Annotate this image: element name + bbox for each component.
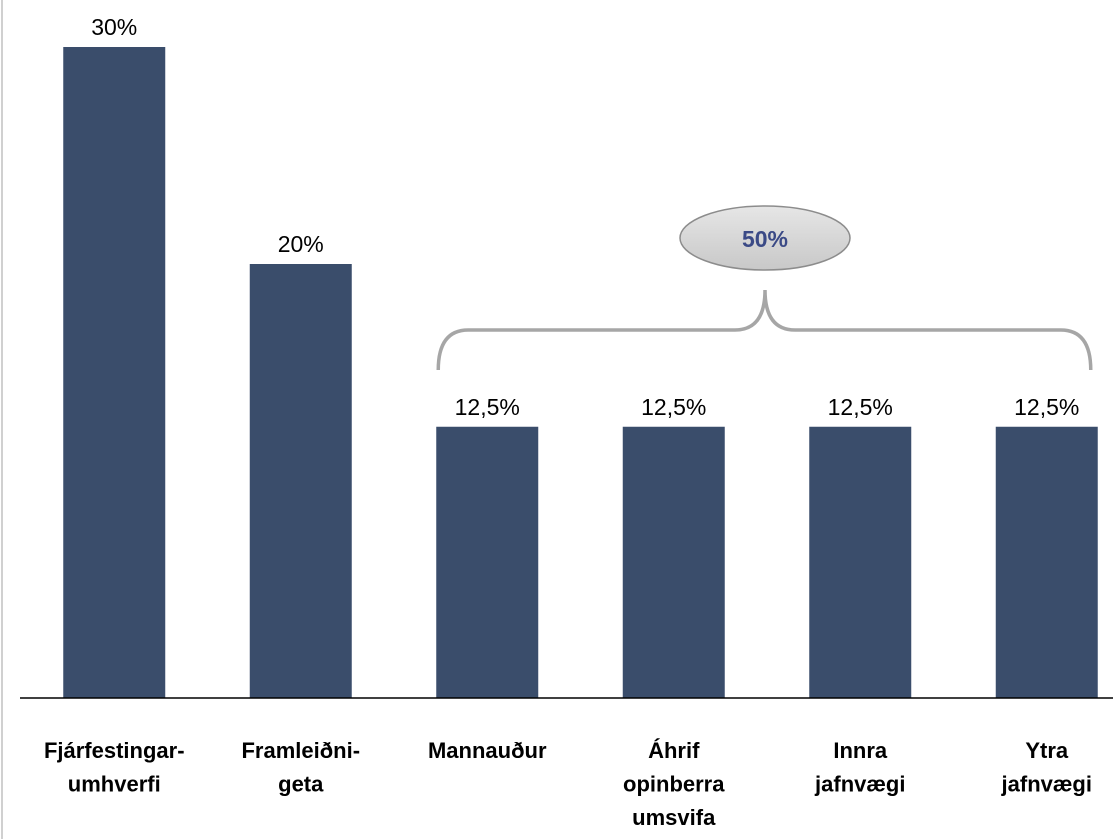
value-label: 12,5%: [828, 394, 893, 420]
bar: [809, 426, 912, 698]
value-label: 12,5%: [1014, 394, 1079, 420]
bar: [995, 426, 1098, 698]
x-tick-label: Mannauður: [428, 738, 547, 763]
bar: [622, 426, 725, 698]
value-label: 20%: [278, 231, 324, 257]
x-tick-label: Fjárfestingar-umhverfi: [44, 738, 185, 797]
bar: [436, 426, 539, 698]
x-tick-label: Innra jafnvægi: [814, 738, 905, 797]
annotation-bubble: [679, 205, 851, 271]
annotation: 50%: [742, 226, 788, 252]
value-label: 12,5%: [455, 394, 520, 420]
value-label: 30%: [91, 14, 137, 40]
x-tick-label: Framleiðni-geta: [241, 738, 360, 797]
bar: [249, 264, 352, 698]
bar: [63, 47, 166, 698]
x-tick-label: Ytra jafnvægi: [1001, 738, 1092, 797]
x-tick-label: Áhrif opinberra umsvifa: [623, 738, 725, 830]
brace: [436, 289, 1093, 371]
value-label: 12,5%: [641, 394, 706, 420]
